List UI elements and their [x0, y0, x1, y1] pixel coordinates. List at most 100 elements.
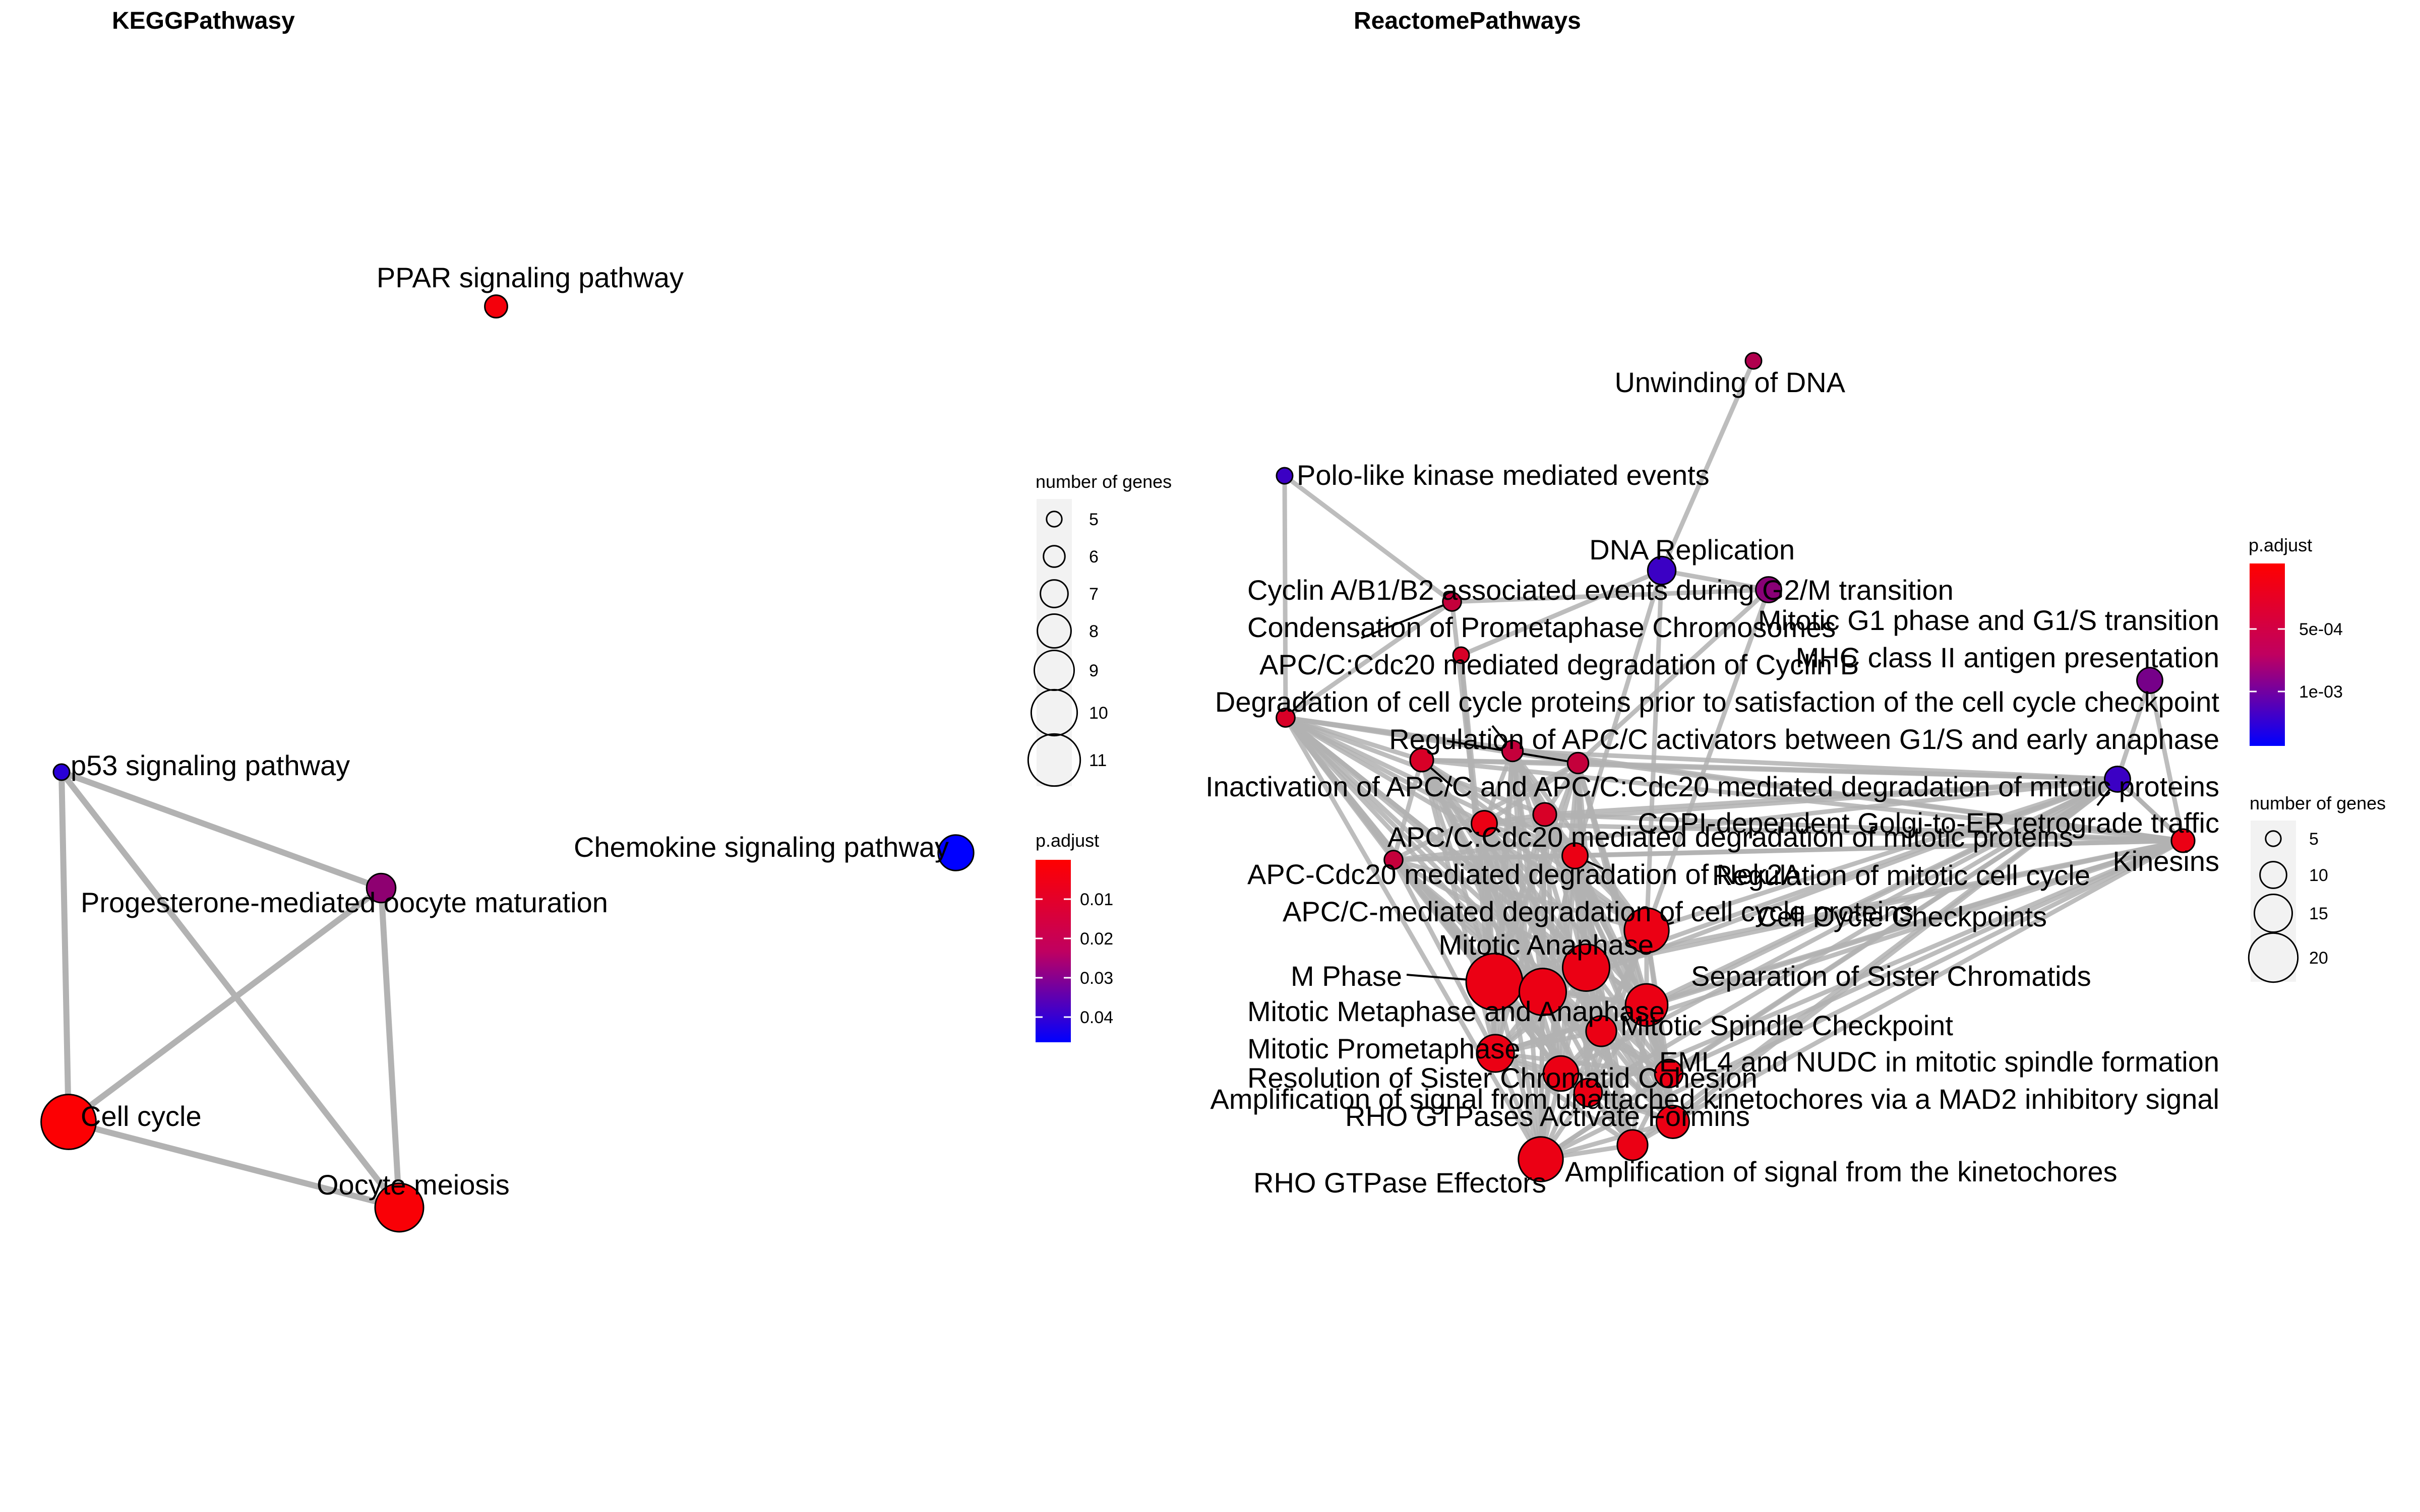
reactome-edge	[1493, 1051, 1671, 1076]
kegg-node-p53-signaling-pathway	[52, 763, 71, 781]
reactome-label-apc-cdc20-mediated-degradation-of-nek2a: APC-Cdc20 mediated degradation of Nek2A	[1247, 858, 1802, 890]
reactome-label-cyclin-a-b1-b2-associated-events-during-g2-m-transition: Cyclin A/B1/B2 associated events during …	[1247, 574, 1954, 606]
reactome-node-mitotic-g1-phase-and-g1-s-transition	[1755, 576, 1782, 603]
kegg-size-legend-label: 10	[1089, 704, 1108, 723]
reactome-edge	[1493, 1002, 1649, 1056]
reactome-size-legend-key	[2259, 861, 2287, 889]
reactome-edge	[1572, 568, 1664, 858]
reactome-label-m-phase: M Phase	[1291, 960, 1402, 992]
kegg-node-cell-cycle	[40, 1094, 97, 1150]
reactome-edge	[1459, 568, 1664, 658]
kegg-color-tick-label: 0.03	[1080, 969, 1113, 988]
reactome-leader-line	[1361, 601, 1453, 639]
reactome-edge	[1492, 761, 1581, 984]
reactome-edge	[1283, 715, 1578, 858]
reactome-edge	[1599, 1029, 1675, 1124]
reactome-node-inactivation-of-apc-c-and-apc-c-cdc20-mediated-degradation-of-mitotic-proteins	[1409, 747, 1434, 773]
reactome-label-mitotic-prometaphase: Mitotic Prometaphase	[1247, 1033, 1521, 1064]
reactome-label-amplification-of-signal-from-unattached-kinetochores-via-a-mad2-inhibitory-signal: Amplification of signal from unattached …	[1211, 1083, 2219, 1115]
reactome-edge	[1449, 587, 1771, 604]
reactome-edge	[1538, 1071, 1671, 1162]
reactome-node-apc-c-cdc20-mediated-degradation-of-mitotic-proteins	[1532, 802, 1557, 827]
reactome-edge	[1586, 838, 2186, 1095]
reactome-edge	[1538, 989, 1545, 1162]
reactome-node-condensation-of-prometaphase-chromosomes	[1452, 646, 1470, 664]
reactome-node-regulation-of-apc-c-activators-between-g1-s-and-early-anaphase	[1566, 751, 1590, 775]
reactome-edge	[1670, 777, 2120, 1124]
reactome-edge	[1391, 777, 2120, 862]
reactome-edge	[1644, 587, 1771, 933]
reactome-label-dna-replication: DNA Replication	[1589, 534, 1795, 565]
reactome-edge	[2115, 777, 2186, 843]
reactome-label-copi-dependent-golgi-to-er-retrograde-traffic: COPI-dependent Golgi-to-ER retrograde tr…	[1638, 807, 2219, 839]
kegg-node-progesterone-mediated-oocyte-maturation	[366, 872, 397, 904]
reactome-label-eml4-and-nudc-in-mitotic-spindle-formation: EML4 and NUDC in mitotic spindle formati…	[1659, 1046, 2219, 1078]
kegg-size-legend-label: 9	[1089, 661, 1099, 680]
reactome-node-rho-gtpase-effectors	[1518, 1136, 1564, 1182]
kegg-color-bar	[1036, 860, 1071, 1042]
reactome-edge	[1659, 358, 1756, 573]
kegg-size-legend-label: 8	[1089, 622, 1099, 641]
reactome-color-tick-label: 1e-03	[2299, 682, 2343, 702]
kegg-size-legend-key	[1030, 688, 1078, 737]
reactome-label-resolution-of-sister-chromatid-cohesion: Resolution of Sister Chromatid Cohesion	[1247, 1062, 1758, 1094]
kegg-edge	[66, 885, 384, 1125]
reactome-size-legend-key	[2253, 893, 2293, 933]
reactome-label-regulation-of-mitotic-cell-cycle: Regulation of mitotic cell cycle	[1712, 859, 2090, 891]
reactome-size-legend-label: 5	[2309, 830, 2319, 849]
reactome-nodes	[1276, 352, 2196, 1182]
reactome-size-legend-box	[2251, 821, 2296, 982]
kegg-color-tick-label: 0.02	[1080, 929, 1113, 949]
reactome-label-apc-c-mediated-degradation-of-cell-cycle-proteins: APC/C-mediated degradation of cell cycle…	[1283, 896, 1913, 927]
reactome-edge	[1586, 777, 2120, 1095]
reactome-node-regulation-of-mitotic-cell-cycle	[1561, 842, 1589, 869]
legends: number of genes 5 6 7 8 9 10 11 p.adjust 0.01 0.02…	[1027, 471, 2386, 1042]
kegg-label-ppar-signaling-pathway: PPAR signaling pathway	[377, 262, 684, 293]
reactome-label-mhc-class-ii-antigen-presentation: MHC class II antigen presentation	[1796, 642, 2219, 673]
kegg-node-ppar-signaling-pathway	[484, 294, 508, 319]
kegg-labels: PPAR signaling pathway p53 signaling path…	[71, 262, 949, 1201]
kegg-color-legend-title: p.adjust	[1036, 830, 1099, 851]
reactome-size-legend-key	[2265, 830, 2282, 847]
reactome-size-legend-key	[2248, 932, 2299, 983]
kegg-label-chemokine-signaling-pathway: Chemokine signaling pathway	[574, 831, 949, 863]
reactome-node-cyclin-a-b1-b2-associated-events-during-g2-m-transition	[1442, 592, 1462, 612]
reactome-edge	[2147, 678, 2186, 843]
kegg-nodes	[40, 294, 975, 1233]
reactome-edge	[2115, 678, 2152, 782]
reactome-edge	[1644, 568, 1664, 933]
kegg-size-legend-label: 6	[1089, 547, 1099, 566]
kegg-color-tick-label: 0.04	[1080, 1008, 1113, 1027]
reactome-panel-title: ReactomePathways	[1354, 8, 1581, 34]
reactome-node-dna-replication	[1647, 555, 1677, 586]
reactome-edge	[1482, 821, 1649, 933]
reactome-edge	[1599, 1029, 1635, 1148]
kegg-size-legend-label: 5	[1089, 510, 1099, 529]
reactome-label-regulation-of-apc-c-activators-between-g1-s-and-early-anaphase: Regulation of APC/C activators between G…	[1389, 723, 2219, 755]
kegg-node-oocyte-meiosis	[374, 1182, 425, 1233]
reactome-label-condensation-of-prometaphase-chromosomes: Condensation of Prometaphase Chromosomes	[1247, 611, 1836, 643]
reactome-node-mitotic-metaphase-and-anaphase	[1518, 967, 1567, 1017]
reactome-edge	[1282, 473, 1455, 604]
reactome-edge	[1482, 821, 2186, 843]
reactome-node-apc-c-cdc20-mediated-degradation-of-cyclin-b	[1276, 708, 1296, 728]
reactome-label-amplification-of-signal-from-the-kinetochores: Amplification of signal from the kinetoc…	[1565, 1156, 2118, 1187]
reactome-label-kinesins: Kinesins	[2112, 845, 2219, 877]
reactome-size-legend-label: 15	[2309, 904, 2328, 923]
reactome-label-mitotic-spindle-checkpoint: Mitotic Spindle Checkpoint	[1620, 1010, 1953, 1041]
reactome-edge	[1659, 568, 1771, 592]
reactome-size-legend-label: 20	[2309, 949, 2328, 968]
reactome-node-amplification-of-signal-from-the-kinetochores	[1616, 1129, 1649, 1161]
kegg-size-legend-key	[1027, 733, 1081, 787]
reactome-label-rho-gtpases-activate-formins: RHO GTPases Activate Formins	[1345, 1100, 1750, 1132]
reactome-color-bar	[2250, 563, 2285, 746]
reactome-label-mitotic-anaphase: Mitotic Anaphase	[1439, 929, 1654, 961]
reactome-edge	[1493, 1051, 1635, 1148]
reactome-edge	[1482, 821, 1563, 1076]
kegg-edge	[58, 769, 402, 1211]
reactome-edge	[1283, 715, 1543, 1162]
reactome-node-kinesins	[2170, 828, 2196, 853]
reactome-size-legend-title: number of genes	[2250, 793, 2386, 813]
kegg-size-legend-key	[1043, 545, 1066, 568]
